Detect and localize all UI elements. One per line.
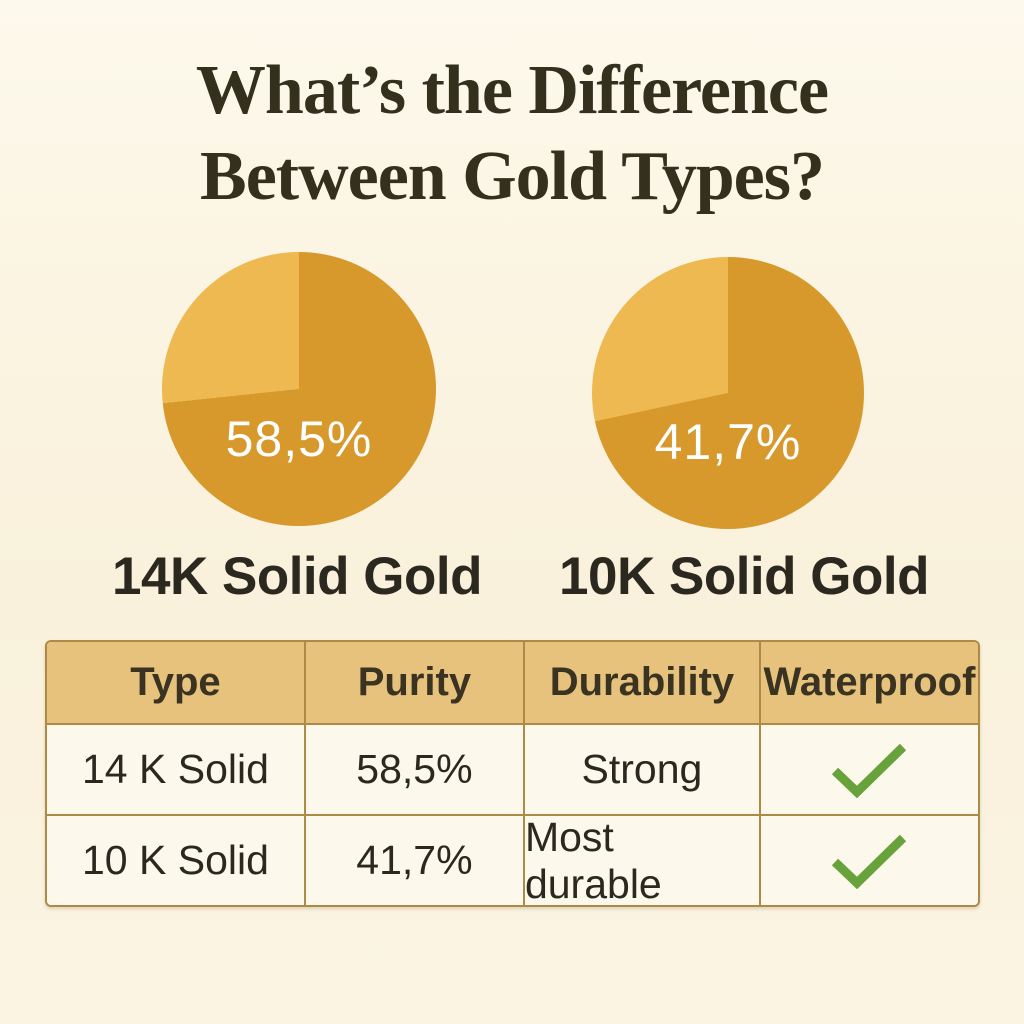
- title-line-2: Between Gold Types?: [200, 138, 825, 215]
- pie-chart-10k-gold: 41,7%: [592, 257, 864, 529]
- table-cell-waterproof-14k: [758, 723, 978, 814]
- table-header-waterproof: Waterproof: [758, 642, 978, 723]
- table-cell-type-10k: 10 K Solid: [47, 814, 304, 905]
- page-title: What’s the Difference Between Gold Types…: [0, 48, 1024, 220]
- table-header-purity: Purity: [303, 642, 523, 723]
- checkmark-icon: [832, 834, 907, 889]
- pie-chart-14k-gold: 58,5%: [162, 252, 436, 526]
- table-cell-purity-14k: 58,5%: [303, 723, 523, 814]
- table-cell-type-14k: 14 K Solid: [47, 723, 304, 814]
- table-header-durability: Durability: [522, 642, 759, 723]
- title-line-1: What’s the Difference: [195, 52, 829, 129]
- table-cell-waterproof-10k: [758, 814, 978, 905]
- pie-caption-10k: 10K Solid Gold: [559, 547, 929, 606]
- table-cell-durability-14k: Strong: [522, 723, 759, 814]
- comparison-table: Type Purity Durability Waterproof 14 K S…: [45, 640, 980, 907]
- table-header-type: Type: [47, 642, 304, 723]
- pie-percent-label-14k: 58,5%: [225, 411, 373, 467]
- checkmark-icon: [832, 743, 907, 798]
- table-cell-purity-10k: 41,7%: [303, 814, 523, 905]
- table-cell-durability-10k: Most durable: [522, 814, 759, 905]
- pie-caption-14k: 14K Solid Gold: [112, 547, 482, 606]
- pie-percent-label-10k: 41,7%: [654, 414, 802, 470]
